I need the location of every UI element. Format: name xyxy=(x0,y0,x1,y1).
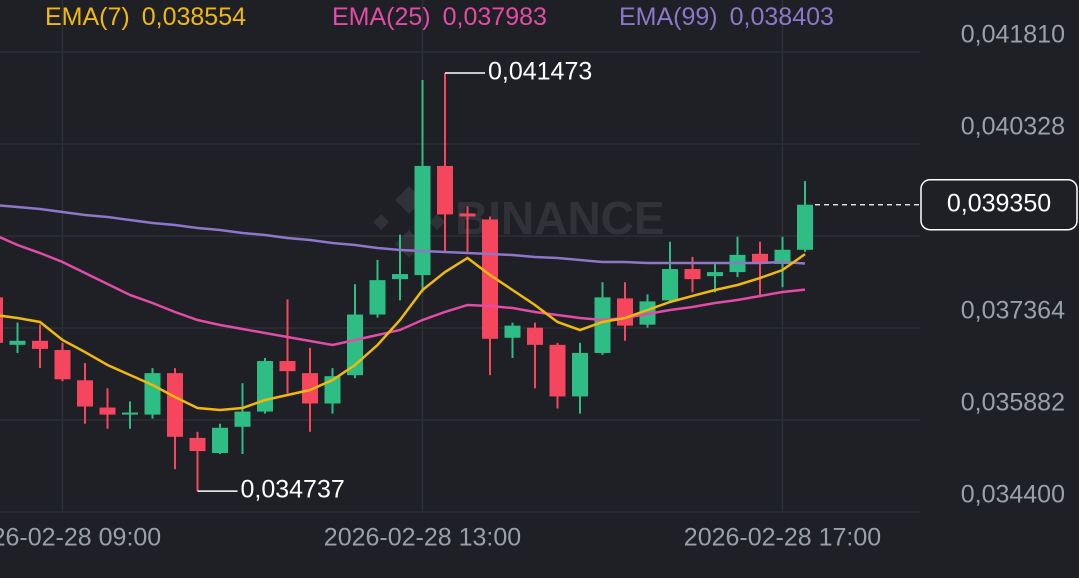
candle-body xyxy=(144,373,161,415)
candle-body xyxy=(189,437,206,452)
x-tick-label: 2026-02-28 13:00 xyxy=(324,524,521,552)
ema-line xyxy=(0,253,806,412)
y-tick-label: 0,034400 xyxy=(961,481,1065,509)
y-tick-label: 0,041810 xyxy=(961,21,1065,49)
plot-area xyxy=(0,72,813,492)
candle-body xyxy=(167,373,183,437)
candle-body xyxy=(549,344,566,397)
candle-body xyxy=(459,213,476,217)
candle-body xyxy=(302,373,318,404)
y-tick-label: 0,037364 xyxy=(961,297,1065,325)
candle-body xyxy=(414,165,431,276)
legend-entry: EMA(25) 0,037983 xyxy=(332,3,547,31)
watermark-logo xyxy=(373,186,445,258)
candle-body xyxy=(77,380,93,407)
legend-value: 0,038403 xyxy=(730,3,834,31)
candle-body xyxy=(54,349,71,380)
candle-body xyxy=(32,340,48,349)
candle-body xyxy=(212,427,228,454)
legend-entry: EMA(99) 0,038403 xyxy=(619,3,834,31)
last-price-label: 0,039350 xyxy=(947,189,1051,217)
candle-body xyxy=(662,269,678,301)
legend-name: EMA(99) xyxy=(619,3,718,31)
candle-body xyxy=(392,274,408,280)
candle-body xyxy=(617,298,633,326)
candle-body xyxy=(707,272,723,277)
candle-body xyxy=(0,297,3,343)
legend-value: 0,038554 xyxy=(142,3,246,31)
candle-body xyxy=(9,340,26,345)
legend-value: 0,037983 xyxy=(443,3,547,31)
candle-body xyxy=(437,165,453,215)
candle-body xyxy=(527,327,543,345)
candle-body xyxy=(234,411,251,427)
ema-line xyxy=(0,235,806,347)
legend-entry: EMA(7) 0,038554 xyxy=(45,3,246,31)
candle-body xyxy=(257,361,273,412)
x-tick-label: 2026-02-28 17:00 xyxy=(684,524,881,552)
legend-name: EMA(7) xyxy=(45,3,130,31)
candle-body xyxy=(797,204,813,250)
candle-body xyxy=(594,297,611,353)
candle-body xyxy=(504,325,521,338)
legend-name: EMA(25) xyxy=(332,3,431,31)
ema-line xyxy=(0,204,806,265)
candle-body xyxy=(752,253,768,264)
high-marker-label: 0,041473 xyxy=(488,58,592,86)
candle-body xyxy=(774,249,791,264)
candle-body xyxy=(684,269,701,280)
overlay: 0,0418100,0403280,0388460,0373640,035882… xyxy=(0,3,1078,552)
low-marker-label: 0,034737 xyxy=(241,476,345,504)
y-tick-label: 0,040328 xyxy=(961,113,1065,141)
candle-body xyxy=(279,361,296,372)
candle-body xyxy=(99,407,116,415)
last-price-box xyxy=(920,178,1078,231)
candle-body xyxy=(482,219,498,339)
y-tick-label: 0,035882 xyxy=(961,389,1065,417)
candle-body xyxy=(122,412,138,415)
candle-body xyxy=(572,352,588,397)
candle-body xyxy=(369,280,386,315)
x-tick-label: 2026-02-28 09:00 xyxy=(0,524,161,552)
